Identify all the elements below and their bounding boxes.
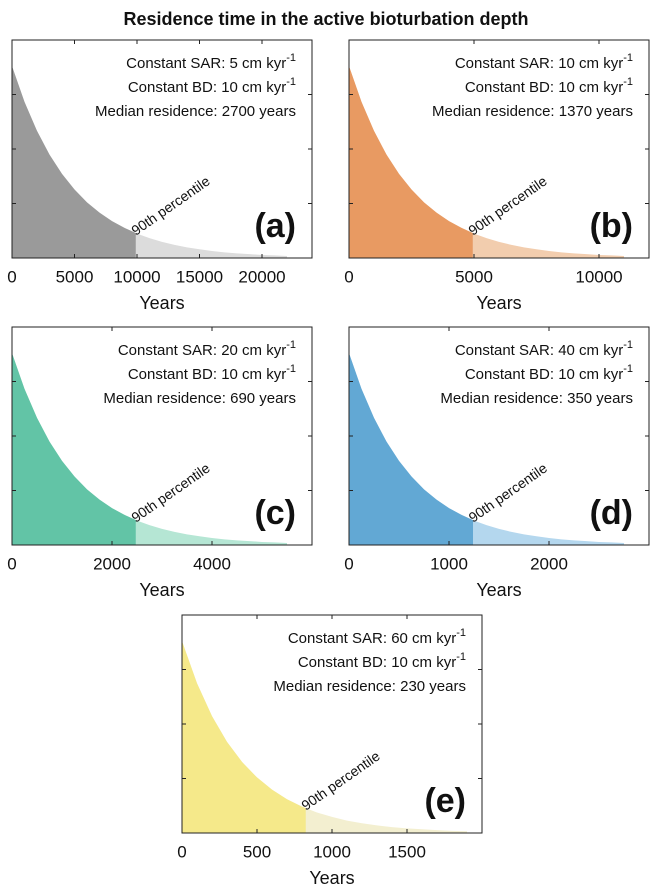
x-tick-label: 10000 xyxy=(113,267,160,286)
area-main xyxy=(12,66,136,258)
panel: 0 5000 10000 Years Constant SAR: 10 cm kyr-1… xyxy=(344,39,650,313)
panel-label: (e) xyxy=(424,782,466,820)
note-text: Constant SAR: 20 cm kyr xyxy=(118,342,286,359)
panel-label: (b) xyxy=(590,207,633,245)
x-tick-label: 0 xyxy=(344,554,353,573)
note: Median residence: 2700 years xyxy=(95,103,296,120)
note: Constant SAR: 5 cm kyr-1 xyxy=(126,52,296,72)
note-sup: -1 xyxy=(623,363,633,375)
x-tick-label: 2000 xyxy=(93,554,131,573)
note-sup: -1 xyxy=(456,627,466,639)
note: Median residence: 230 years xyxy=(273,678,466,695)
x-tick-label: 0 xyxy=(344,267,353,286)
panel: 0 500 1000 1500 Years Constant SAR: 60 cm kyr… xyxy=(177,614,483,888)
note: Median residence: 350 years xyxy=(440,390,633,407)
x-tick-label: 4000 xyxy=(193,554,231,573)
area-main xyxy=(349,353,473,545)
note-text: Constant BD: 10 cm kyr xyxy=(128,79,286,96)
panel: 0 5000 10000 15000 20000 Years Constant SAR: 5… xyxy=(7,39,313,313)
x-tick-label: 5000 xyxy=(56,267,94,286)
note-text: Median residence: 2700 years xyxy=(95,103,296,120)
area-main xyxy=(12,353,136,545)
x-tick-label: 0 xyxy=(177,842,186,861)
percentile-annotation: 90th percentile xyxy=(466,460,551,526)
note-sup: -1 xyxy=(286,52,296,64)
note-text: Median residence: 1370 years xyxy=(432,103,633,120)
x-tick-label: 500 xyxy=(243,842,271,861)
note-text: Median residence: 690 years xyxy=(103,390,296,407)
x-axis-label: Years xyxy=(139,580,184,600)
note: Median residence: 1370 years xyxy=(432,103,633,120)
figure-title: Residence time in the active bioturbatio… xyxy=(123,9,528,29)
note-text: Constant BD: 10 cm kyr xyxy=(128,366,286,383)
x-tick-label: 15000 xyxy=(176,267,223,286)
x-tick-label: 20000 xyxy=(238,267,285,286)
percentile-annotation: 90th percentile xyxy=(128,173,213,239)
note-text: Constant SAR: 10 cm kyr xyxy=(455,55,623,72)
note: Constant BD: 10 cm kyr-1 xyxy=(298,651,466,671)
x-tick-label: 2000 xyxy=(530,554,568,573)
note-sup: -1 xyxy=(286,339,296,351)
note: Median residence: 690 years xyxy=(103,390,296,407)
note-sup: -1 xyxy=(286,363,296,375)
x-axis-label: Years xyxy=(476,293,521,313)
percentile-annotation: 90th percentile xyxy=(128,460,213,526)
x-axis-label: Years xyxy=(139,293,184,313)
area-main xyxy=(182,641,306,833)
note: Constant BD: 10 cm kyr-1 xyxy=(465,76,633,96)
note-sup: -1 xyxy=(623,76,633,88)
note-sup: -1 xyxy=(456,651,466,663)
panel-label: (d) xyxy=(590,494,633,532)
note-text: Constant BD: 10 cm kyr xyxy=(465,79,623,96)
x-tick-label: 10000 xyxy=(575,267,622,286)
panel-label: (a) xyxy=(254,207,296,245)
x-tick-label: 0 xyxy=(7,554,16,573)
area-main xyxy=(349,66,473,258)
note: Constant SAR: 40 cm kyr-1 xyxy=(455,339,633,359)
note-text: Constant BD: 10 cm kyr xyxy=(465,366,623,383)
panel-label: (c) xyxy=(254,494,296,532)
note-sup: -1 xyxy=(623,339,633,351)
note: Constant BD: 10 cm kyr-1 xyxy=(128,363,296,383)
note: Constant SAR: 10 cm kyr-1 xyxy=(455,52,633,72)
x-tick-label: 1500 xyxy=(388,842,426,861)
x-axis-label: Years xyxy=(476,580,521,600)
percentile-annotation: 90th percentile xyxy=(465,173,550,239)
note-sup: -1 xyxy=(623,52,633,64)
x-tick-label: 5000 xyxy=(455,267,493,286)
x-tick-label: 0 xyxy=(7,267,16,286)
note-sup: -1 xyxy=(286,76,296,88)
note-text: Constant BD: 10 cm kyr xyxy=(298,654,456,671)
note: Constant BD: 10 cm kyr-1 xyxy=(465,363,633,383)
note-text: Median residence: 230 years xyxy=(273,678,466,695)
note: Constant SAR: 20 cm kyr-1 xyxy=(118,339,296,359)
note: Constant BD: 10 cm kyr-1 xyxy=(128,76,296,96)
x-tick-label: 1000 xyxy=(313,842,351,861)
percentile-annotation: 90th percentile xyxy=(298,748,383,814)
note-text: Constant SAR: 40 cm kyr xyxy=(455,342,623,359)
note-text: Constant SAR: 60 cm kyr xyxy=(288,630,456,647)
x-tick-label: 1000 xyxy=(430,554,468,573)
note-text: Median residence: 350 years xyxy=(440,390,633,407)
x-axis-label: Years xyxy=(309,868,354,887)
note-text: Constant SAR: 5 cm kyr xyxy=(126,55,286,72)
note: Constant SAR: 60 cm kyr-1 xyxy=(288,627,466,647)
